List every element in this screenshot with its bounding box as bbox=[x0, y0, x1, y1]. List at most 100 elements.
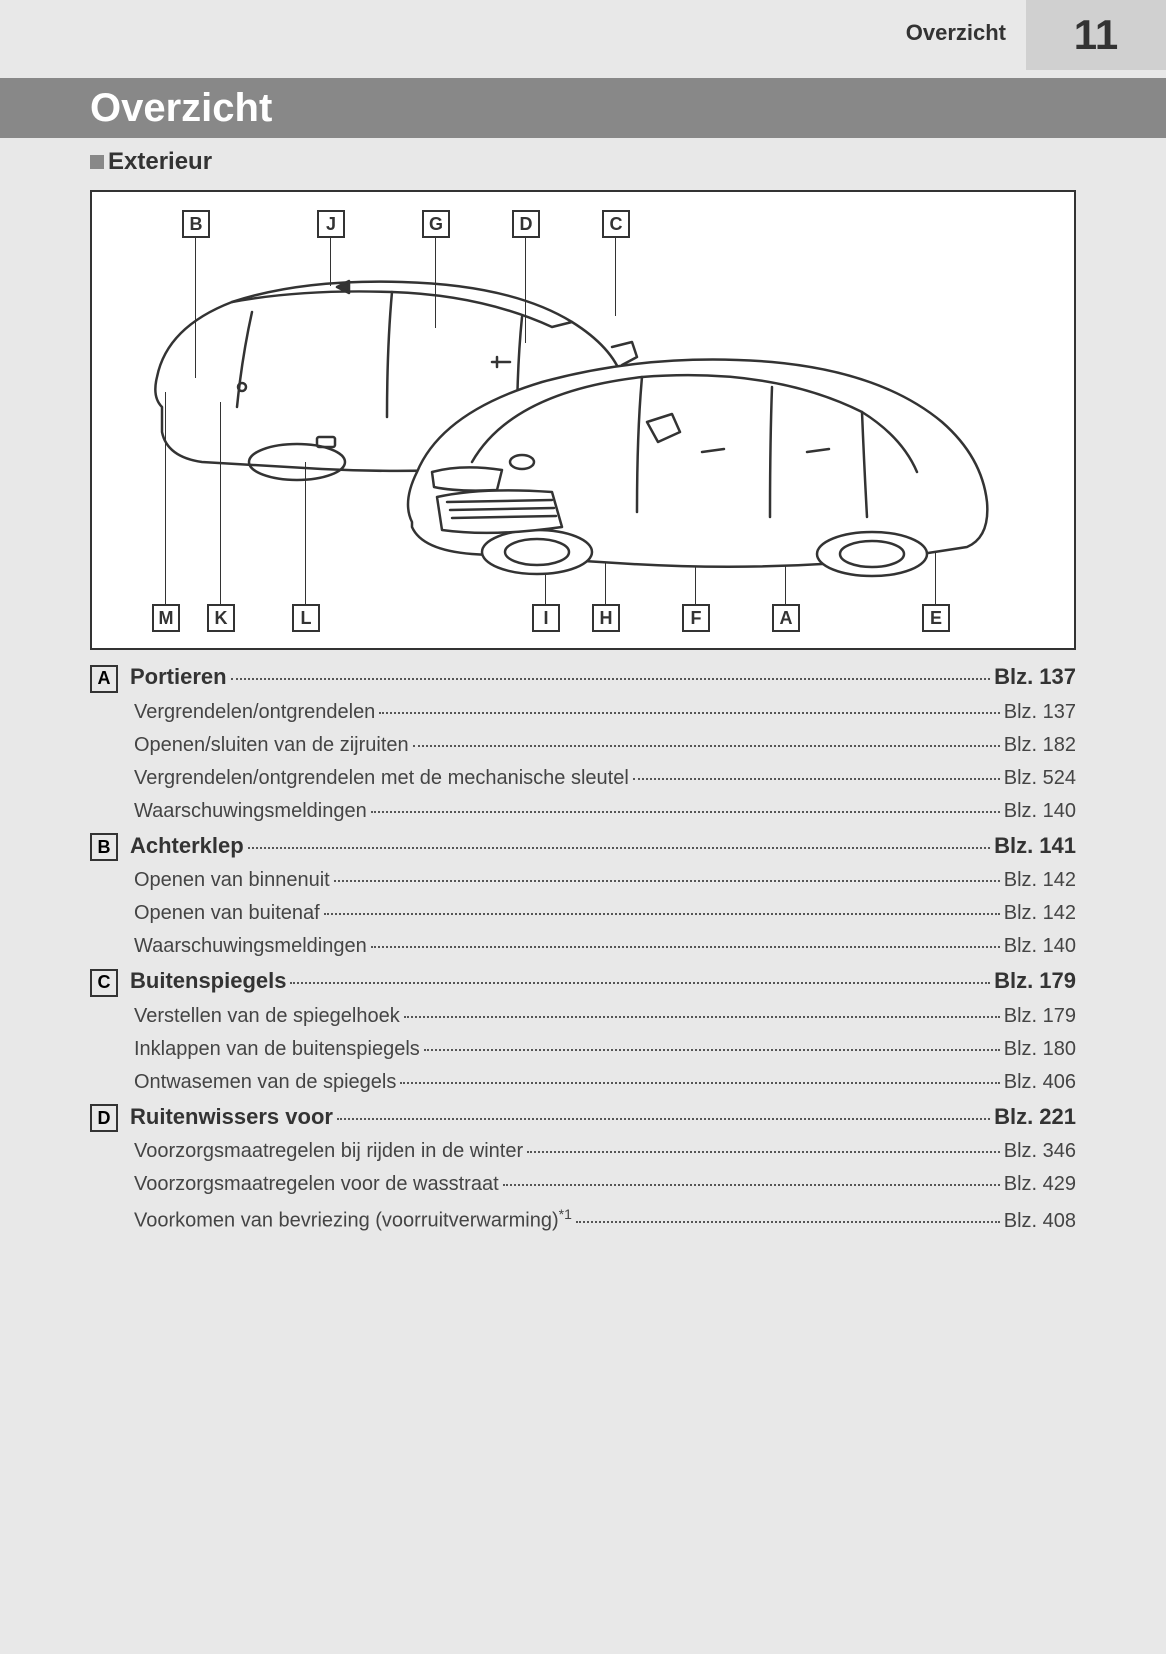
index-title-row: Ruitenwissers voor Blz. 221 bbox=[130, 1104, 1076, 1130]
index-sub-row: Vergrendelen/ontgrendelen Blz. 137 bbox=[134, 701, 1076, 724]
title-bar: Overzicht bbox=[0, 78, 1166, 138]
index-page-ref: Blz. 141 bbox=[994, 833, 1076, 859]
callout-e: E bbox=[922, 604, 950, 632]
subsection-marker-icon bbox=[90, 155, 104, 169]
index-page-ref: Blz. 221 bbox=[994, 1104, 1076, 1130]
leader-dots bbox=[371, 946, 1000, 948]
callout-j: J bbox=[317, 210, 345, 238]
leader-dots bbox=[334, 880, 1000, 882]
callout-k: K bbox=[207, 604, 235, 632]
index-sub-row: Voorzorgsmaatregelen voor de wasstraat Bl… bbox=[134, 1173, 1076, 1196]
index-sub-label: Vergrendelen/ontgrendelen bbox=[134, 701, 375, 724]
leader-dots bbox=[424, 1049, 1000, 1051]
index-page-ref: Blz. 524 bbox=[1004, 767, 1076, 790]
index-heading-row: C Buitenspiegels Blz. 179 bbox=[90, 968, 1076, 997]
index-page-ref: Blz. 179 bbox=[994, 968, 1076, 994]
index-sub-row: Openen van binnenuit Blz. 142 bbox=[134, 869, 1076, 892]
index-title-label: Ruitenwissers voor bbox=[130, 1104, 333, 1130]
leader-dots bbox=[633, 778, 1000, 780]
index-sub-label: Verstellen van de spiegelhoek bbox=[134, 1005, 400, 1028]
index-sub-label: Voorzorgsmaatregelen voor de wasstraat bbox=[134, 1173, 499, 1196]
callout-a: A bbox=[772, 604, 800, 632]
index-page-ref: Blz. 137 bbox=[1004, 701, 1076, 724]
index-sub-row: Vergrendelen/ontgrendelen met de mechani… bbox=[134, 767, 1076, 790]
index-group: CBuitenspiegels Blz. 179Verstellen van d… bbox=[90, 968, 1076, 1094]
index-title-label: Buitenspiegels bbox=[130, 968, 286, 994]
index-group: B Achterklep Blz. 141 Openen van binnenuit… bbox=[90, 833, 1076, 959]
index-sub-row: Verstellen van de spiegelhoek Blz. 179 bbox=[134, 1005, 1076, 1028]
leader-dots bbox=[413, 745, 1000, 747]
header-section-text: Overzicht bbox=[906, 20, 1006, 46]
index-sub-label: Openen van binnenuit bbox=[134, 869, 330, 892]
index-sub-label: Inklappen van de buitenspiegels bbox=[134, 1038, 420, 1061]
index-page-ref: Blz. 429 bbox=[1004, 1173, 1076, 1196]
title-text: Overzicht bbox=[90, 86, 272, 131]
leader-dots bbox=[371, 811, 1000, 813]
index-page-ref: Blz. 142 bbox=[1004, 869, 1076, 892]
index-page-ref: Blz. 346 bbox=[1004, 1140, 1076, 1163]
index-sub-label: Voorkomen van bevriezing (voorruitverwar… bbox=[134, 1206, 572, 1233]
index-title-label: Portieren bbox=[130, 664, 227, 690]
index-page-ref: Blz. 406 bbox=[1004, 1071, 1076, 1094]
index-group: D Ruitenwissers voor Blz. 221 Voorzorgsmaa… bbox=[90, 1104, 1076, 1233]
subsection-heading: Exterieur bbox=[90, 148, 212, 176]
index-heading-row: A Portieren Blz. 137 bbox=[90, 664, 1076, 693]
index-page-ref: Blz. 180 bbox=[1004, 1038, 1076, 1061]
page-number-box: 11 bbox=[1026, 0, 1166, 70]
page-number: 11 bbox=[1074, 11, 1118, 59]
index-page-ref: Blz. 408 bbox=[1004, 1210, 1076, 1233]
leader-dots bbox=[503, 1184, 1000, 1186]
index-sub-label: Voorzorgsmaatregelen bij rijden in de wi… bbox=[134, 1140, 523, 1163]
footnote-ref: *1 bbox=[559, 1206, 572, 1222]
index-letter-box: C bbox=[90, 969, 118, 997]
index-sub-label: Waarschuwingsmeldingen bbox=[134, 800, 367, 823]
subsection-text: Exterieur bbox=[108, 148, 212, 176]
callout-h: H bbox=[592, 604, 620, 632]
car-front-icon bbox=[372, 342, 1012, 602]
index-sub-row: Openen/sluiten van de zijruitenBlz. 182 bbox=[134, 734, 1076, 757]
index-page-ref: Blz. 140 bbox=[1004, 935, 1076, 958]
index-list: APortieren Blz. 137Vergrendelen/ontgrend… bbox=[90, 664, 1076, 1243]
leader-dots bbox=[576, 1221, 1000, 1223]
index-sub-row: Waarschuwingsmeldingen Blz. 140 bbox=[134, 935, 1076, 958]
index-sub-row: Openen van buitenaf Blz. 142 bbox=[134, 902, 1076, 925]
index-sub-row: Inklappen van de buitenspiegels Blz. 180 bbox=[134, 1038, 1076, 1061]
leader-dots bbox=[404, 1016, 1000, 1018]
leader-dots bbox=[527, 1151, 1000, 1153]
index-sub-label: Ontwasemen van de spiegels bbox=[134, 1071, 396, 1094]
index-page-ref: Blz. 140 bbox=[1004, 800, 1076, 823]
leader-dots bbox=[290, 982, 990, 984]
index-title-row: Achterklep Blz. 141 bbox=[130, 833, 1076, 859]
index-sub-row: Waarschuwingsmeldingen Blz. 140 bbox=[134, 800, 1076, 823]
index-letter-box: D bbox=[90, 1104, 118, 1132]
index-letter-box: B bbox=[90, 833, 118, 861]
index-sub-label: Openen van buitenaf bbox=[134, 902, 320, 925]
callout-c: C bbox=[602, 210, 630, 238]
index-page-ref: Blz. 137 bbox=[994, 664, 1076, 690]
callout-d: D bbox=[512, 210, 540, 238]
index-sub-label: Waarschuwingsmeldingen bbox=[134, 935, 367, 958]
index-letter-box: A bbox=[90, 665, 118, 693]
index-page-ref: Blz. 182 bbox=[1004, 734, 1076, 757]
index-heading-row: B Achterklep Blz. 141 bbox=[90, 833, 1076, 862]
callout-g: G bbox=[422, 210, 450, 238]
index-title-row: Portieren Blz. 137 bbox=[130, 664, 1076, 690]
callout-m: M bbox=[152, 604, 180, 632]
index-heading-row: D Ruitenwissers voor Blz. 221 bbox=[90, 1104, 1076, 1133]
callout-l: L bbox=[292, 604, 320, 632]
callout-i: I bbox=[532, 604, 560, 632]
header-bar: Overzicht bbox=[0, 20, 1166, 46]
index-sub-row: Ontwasemen van de spiegels Blz. 406 bbox=[134, 1071, 1076, 1094]
leader-dots bbox=[324, 913, 1000, 915]
leader-dots bbox=[379, 712, 999, 714]
callout-b: B bbox=[182, 210, 210, 238]
leader-dots bbox=[231, 678, 990, 680]
index-title-row: Buitenspiegels Blz. 179 bbox=[130, 968, 1076, 994]
leader-dots bbox=[400, 1082, 999, 1084]
index-title-label: Achterklep bbox=[130, 833, 244, 859]
callout-f: F bbox=[682, 604, 710, 632]
index-page-ref: Blz. 179 bbox=[1004, 1005, 1076, 1028]
exterior-diagram: B J G D C M K L I H F A E bbox=[90, 190, 1076, 650]
index-sub-row: Voorzorgsmaatregelen bij rijden in de wi… bbox=[134, 1140, 1076, 1163]
index-page-ref: Blz. 142 bbox=[1004, 902, 1076, 925]
